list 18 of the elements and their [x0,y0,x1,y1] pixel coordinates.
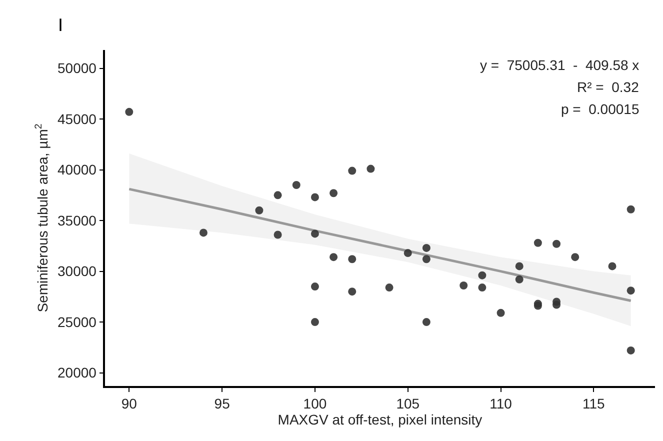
x-tick-label: 95 [214,396,230,412]
y-tick-label: 40000 [58,162,97,178]
annotation: p = 0.00015 [561,101,640,117]
x-tick-label: 110 [490,396,512,412]
y-tick-label: 35000 [58,212,97,228]
y-tick-label: 45000 [58,110,97,127]
x-tick-label: 90 [121,396,138,412]
y-tick-label: 30000 [58,263,97,280]
x-axis-title: MAXGV at off-test, pixel intensity [278,412,482,428]
y-tick-label: 20000 [58,364,97,381]
annotation: R² = 0.32 [577,79,640,95]
annotation: y = 75005.31 - 409.58 x [480,57,640,73]
text: I [58,15,64,35]
x-tick-label: 115 [582,396,606,412]
x-tick-label: 100 [303,396,327,412]
x-tick-label: 105 [396,396,420,412]
y-tick-label: 50000 [58,60,97,76]
y-tick-label: 25000 [58,314,97,330]
